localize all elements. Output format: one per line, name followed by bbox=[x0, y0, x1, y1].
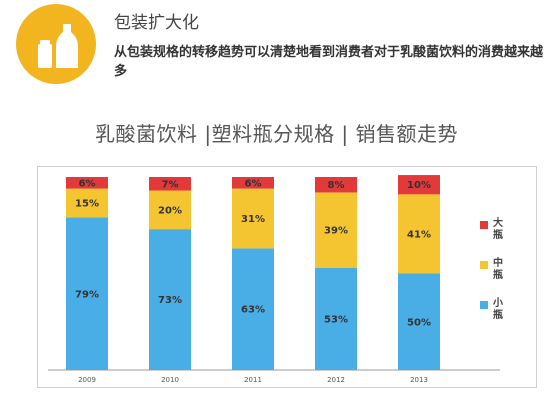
bar-segment-2012-1 bbox=[315, 192, 357, 268]
bar-segment-2009-2 bbox=[66, 177, 108, 189]
chart-title: 乳酸菌饮料 |塑料瓶分规格 | 销售额走势 bbox=[94, 122, 459, 146]
bar-segment-2010-0 bbox=[149, 229, 191, 370]
data-label-2011-2: 6% bbox=[245, 178, 262, 189]
x-tick-label-2011: 2011 bbox=[244, 376, 262, 384]
data-label-2010-1: 20% bbox=[158, 205, 182, 216]
data-label-2012-2: 8% bbox=[328, 180, 345, 191]
data-label-2011-0: 63% bbox=[241, 305, 265, 316]
data-label-2013-2: 10% bbox=[407, 180, 431, 191]
bar-segment-2013-1 bbox=[398, 194, 440, 274]
legend-swatch-large bbox=[480, 221, 488, 229]
legend-label-small: 小瓶 bbox=[493, 298, 503, 321]
data-label-2009-2: 6% bbox=[79, 178, 96, 189]
chart-frame: 79% 15% 6% 2009 73% 20% 7% 2010 63% 31% 6% 2011 53% 3… bbox=[37, 166, 537, 388]
stacked-bar-chart: 79% 15% 6% 2009 73% 20% 7% 2010 63% 31% 6% 2011 53% 3… bbox=[48, 175, 500, 384]
x-tick-label-2012: 2012 bbox=[327, 376, 345, 384]
legend-item-small: 小瓶 bbox=[480, 298, 530, 338]
bar-segment-2012-2 bbox=[315, 177, 357, 193]
x-tick-label-2009: 2009 bbox=[78, 376, 96, 384]
bar-segment-2010-1 bbox=[149, 190, 191, 230]
data-label-2011-1: 31% bbox=[241, 214, 265, 225]
legend-label-large: 大瓶 bbox=[493, 218, 503, 241]
bar-segment-2011-2 bbox=[232, 177, 274, 189]
bar-segment-2009-1 bbox=[66, 188, 108, 218]
data-label-2010-2: 7% bbox=[162, 179, 179, 190]
data-label-2013-1: 41% bbox=[407, 229, 431, 240]
bar-segment-2011-1 bbox=[232, 188, 274, 249]
header-title: 包装扩大化 bbox=[114, 13, 199, 33]
legend-item-large: 大瓶 bbox=[480, 218, 530, 258]
bar-segment-2009-0 bbox=[66, 217, 108, 370]
x-tick-label-2010: 2010 bbox=[161, 376, 179, 384]
bar-segment-2010-2 bbox=[149, 177, 191, 191]
bottles-icon bbox=[38, 24, 78, 68]
data-label-2009-1: 15% bbox=[75, 199, 99, 210]
legend-swatch-medium bbox=[480, 261, 488, 269]
data-label-2010-0: 73% bbox=[158, 295, 182, 306]
legend-swatch-small bbox=[480, 301, 488, 309]
bar-segment-2011-0 bbox=[232, 248, 274, 370]
header-description: 从包装规格的转移趋势可以清楚地看到消费者对于乳酸菌饮料的消费越来越多 bbox=[114, 45, 544, 79]
bar-segment-2013-2 bbox=[398, 175, 440, 195]
legend-item-medium: 中瓶 bbox=[480, 258, 530, 298]
legend-label-medium: 中瓶 bbox=[493, 258, 503, 281]
data-label-2012-1: 39% bbox=[324, 226, 348, 237]
data-label-2012-0: 53% bbox=[324, 314, 348, 325]
chart-legend: 大瓶 中瓶 小瓶 bbox=[480, 218, 530, 338]
bar-segment-2013-0 bbox=[398, 273, 440, 370]
data-label-2009-0: 79% bbox=[75, 289, 99, 300]
bottles-badge bbox=[16, 4, 96, 84]
data-label-2013-0: 50% bbox=[407, 317, 431, 328]
x-tick-label-2013: 2013 bbox=[410, 376, 428, 384]
bar-segment-2012-0 bbox=[315, 267, 357, 370]
